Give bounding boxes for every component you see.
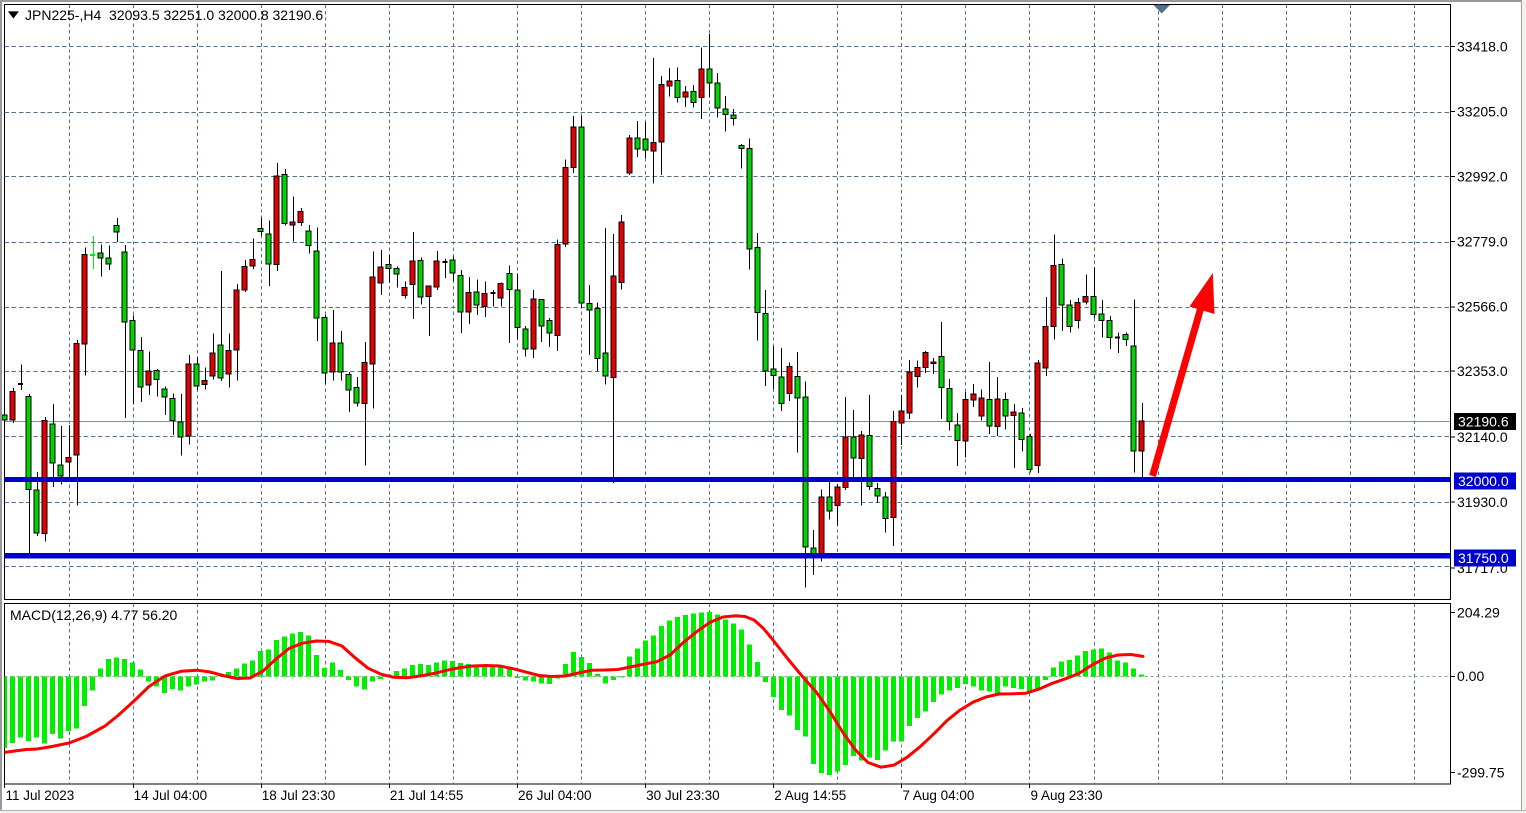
svg-text:11 Jul 2023: 11 Jul 2023 [6, 788, 75, 803]
svg-text:33205.0: 33205.0 [1457, 103, 1508, 119]
svg-text:33418.0: 33418.0 [1457, 38, 1508, 54]
svg-text:0.00: 0.00 [1457, 668, 1484, 684]
svg-text:204.29: 204.29 [1457, 604, 1500, 620]
svg-text:18 Jul 23:30: 18 Jul 23:30 [262, 788, 336, 803]
svg-text:32140.0: 32140.0 [1457, 429, 1508, 445]
svg-text:9 Aug 23:30: 9 Aug 23:30 [1030, 788, 1102, 803]
svg-text:-299.75: -299.75 [1457, 765, 1505, 781]
svg-text:7 Aug 04:00: 7 Aug 04:00 [902, 788, 974, 803]
svg-text:32000.0: 32000.0 [1458, 473, 1509, 489]
svg-text:MACD(12,26,9) 4.77 56.20: MACD(12,26,9) 4.77 56.20 [10, 607, 178, 623]
svg-text:31750.0: 31750.0 [1458, 550, 1509, 566]
svg-text:26 Jul 04:00: 26 Jul 04:00 [518, 788, 592, 803]
svg-text:32353.0: 32353.0 [1457, 363, 1508, 379]
svg-text:32190.6: 32190.6 [1458, 413, 1509, 429]
svg-text:2 Aug 14:55: 2 Aug 14:55 [774, 788, 846, 803]
svg-text:32992.0: 32992.0 [1457, 168, 1508, 184]
svg-text:14 Jul 04:00: 14 Jul 04:00 [134, 788, 208, 803]
svg-text:31930.0: 31930.0 [1457, 494, 1508, 510]
svg-text:32779.0: 32779.0 [1457, 233, 1508, 249]
svg-text:21 Jul 14:55: 21 Jul 14:55 [390, 788, 464, 803]
svg-text:32566.0: 32566.0 [1457, 299, 1508, 315]
svg-text:30 Jul 23:30: 30 Jul 23:30 [646, 788, 720, 803]
svg-text:JPN225-,H4 32093.5 32251.0 32: JPN225-,H4 32093.5 32251.0 32000.8 32190… [25, 7, 323, 23]
